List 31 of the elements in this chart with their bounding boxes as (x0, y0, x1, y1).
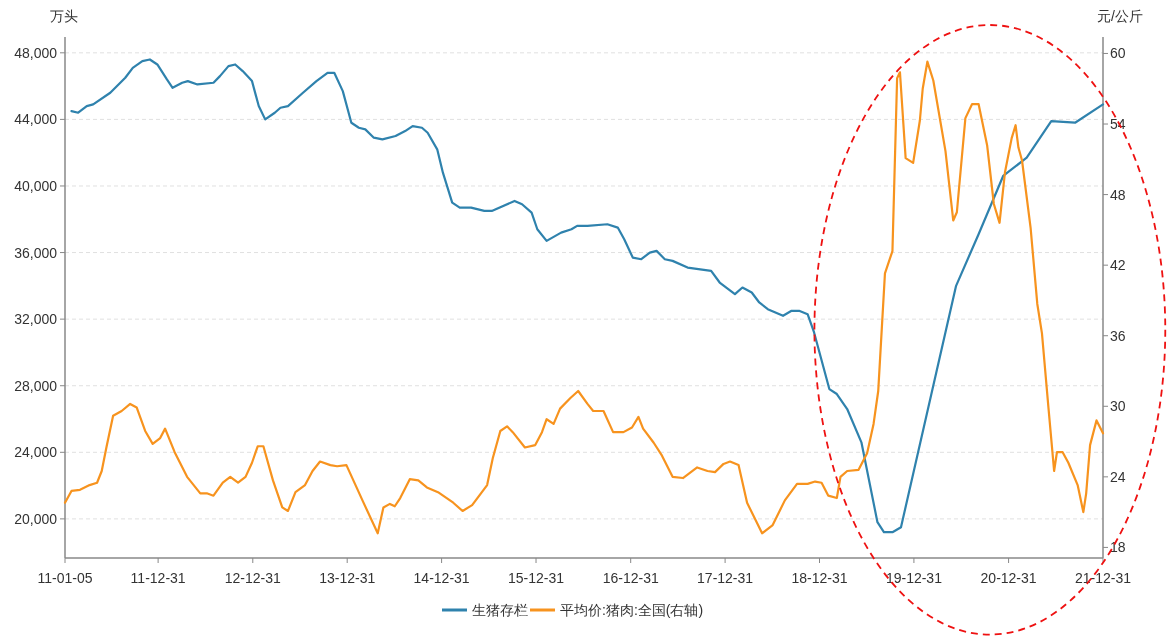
y-tick-label: 28,000 (14, 377, 58, 394)
y2-tick-label: 48 (1110, 186, 1126, 203)
x-tick-label: 21-12-31 (1074, 570, 1132, 586)
y2-tick-label: 42 (1110, 257, 1126, 274)
x-tick-label: 19-12-31 (885, 570, 943, 586)
y-tick-label: 36,000 (14, 244, 58, 261)
y-tick-label: 48,000 (14, 44, 58, 61)
y-tick-label: 24,000 (14, 444, 58, 461)
y2-tick-label: 30 (1110, 398, 1126, 415)
y2-tick-label: 60 (1110, 45, 1126, 62)
x-tick-label: 11-01-05 (37, 570, 93, 586)
x-tick-label: 12-12-31 (224, 570, 282, 586)
y2-axis-title: 元/公斤 (1097, 8, 1143, 24)
x-tick-label: 17-12-31 (697, 570, 754, 586)
y-tick-label: 20,000 (14, 510, 58, 527)
y-axis-title: 万头 (50, 8, 78, 24)
x-tick-label: 18-12-31 (791, 570, 848, 586)
legend-label: 平均价:猪肉:全国(右轴) (560, 602, 704, 618)
x-tick-label: 20-12-31 (980, 570, 1037, 586)
x-tick-label: 16-12-31 (602, 570, 659, 586)
y2-tick-label: 36 (1110, 327, 1126, 344)
y-tick-label: 40,000 (14, 177, 58, 194)
x-tick-label: 14-12-31 (413, 570, 470, 586)
x-tick-label: 13-12-31 (319, 570, 376, 586)
y-tick-label: 44,000 (14, 111, 58, 128)
y2-tick-label: 24 (1110, 468, 1126, 485)
x-tick-label: 11-12-31 (130, 570, 186, 586)
x-tick-label: 15-12-31 (508, 570, 565, 586)
legend-label: 生猪存栏 (472, 602, 528, 618)
y2-tick-label: 18 (1110, 539, 1126, 556)
y-tick-label: 32,000 (14, 311, 58, 328)
